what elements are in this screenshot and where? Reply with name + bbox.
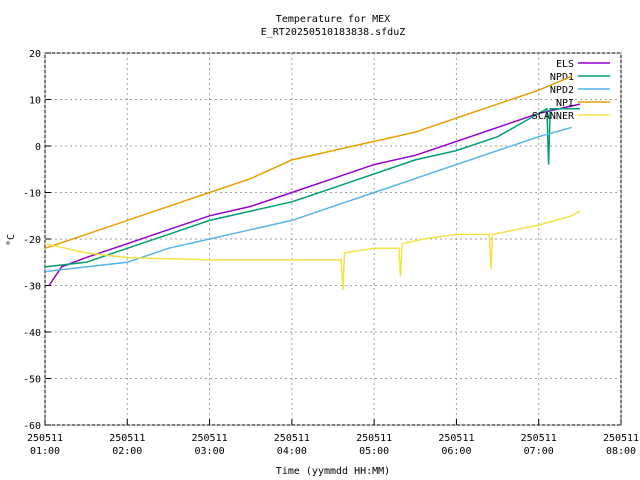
x-tick-label: 250511 04:00 bbox=[274, 433, 310, 457]
x-tick-label: 250511 01:00 bbox=[27, 433, 63, 457]
y-tick-label: -20 bbox=[23, 235, 41, 246]
x-tick-label: 250511 08:00 bbox=[603, 433, 639, 457]
y-tick-label: 10 bbox=[29, 96, 41, 107]
legend-label: NPI bbox=[556, 98, 574, 109]
legend-label: SCANNER bbox=[532, 111, 575, 122]
x-tick-label: 250511 05:00 bbox=[356, 433, 392, 457]
y-tick-label: -60 bbox=[23, 421, 41, 432]
series-line bbox=[48, 103, 581, 286]
chart-subtitle: E_RT20250510183838.sfduZ bbox=[261, 27, 406, 38]
x-tick-label: 250511 07:00 bbox=[521, 433, 557, 457]
y-tick-label: -30 bbox=[23, 282, 41, 293]
y-tick-label: -50 bbox=[23, 375, 41, 386]
series-line bbox=[44, 75, 572, 250]
x-tick-label: 250511 06:00 bbox=[438, 433, 474, 457]
series-line bbox=[44, 107, 580, 268]
series-line bbox=[44, 210, 581, 291]
x-tick-label: 250511 03:00 bbox=[192, 433, 228, 457]
y-tick-label: -10 bbox=[23, 189, 41, 200]
x-tick-label: 250511 02:00 bbox=[109, 433, 145, 457]
x-axis-label: Time (yymmdd HH:MM) bbox=[276, 466, 390, 477]
legend-label: NPD1 bbox=[550, 72, 574, 83]
series-line bbox=[44, 126, 572, 273]
legend-label: NPD2 bbox=[550, 85, 574, 96]
y-axis-label: °C bbox=[6, 234, 17, 246]
y-tick-label: 20 bbox=[29, 49, 41, 60]
chart-title: Temperature for MEX bbox=[276, 14, 390, 25]
legend-label: ELS bbox=[556, 59, 574, 70]
y-tick-label: -40 bbox=[23, 328, 41, 339]
y-tick-label: 0 bbox=[35, 142, 41, 153]
